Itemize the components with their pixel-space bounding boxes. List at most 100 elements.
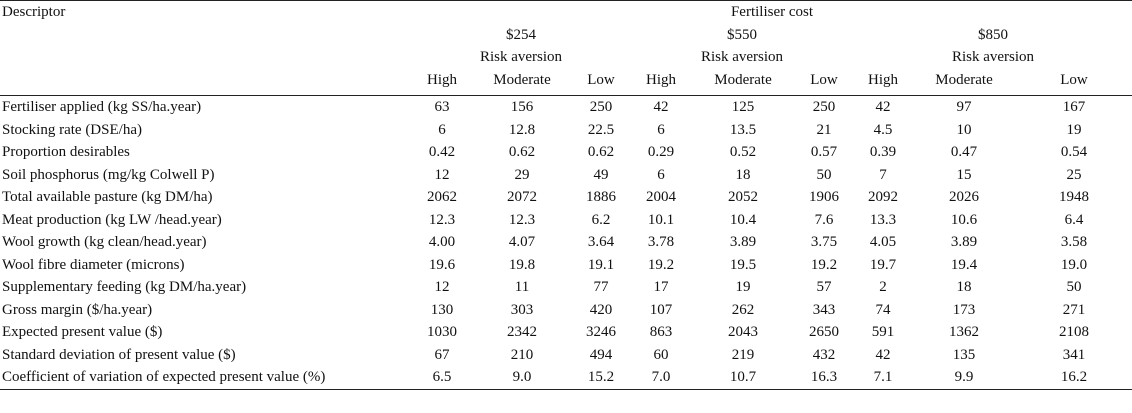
risk-aversion-3: Risk aversion <box>951 49 1035 65</box>
cell-value: 2092 <box>868 189 898 205</box>
cell-value: 2052 <box>728 189 758 205</box>
cell-value: 303 <box>510 301 534 318</box>
table-row: Expected present value ($) 1030 2342 3246 86… <box>0 321 1132 344</box>
cell-value: 50 <box>1066 279 1082 295</box>
cost-group-2: $550 <box>727 26 757 43</box>
risk-aversion-2: Risk aversion <box>700 49 784 65</box>
cell-value: 12 <box>434 166 450 183</box>
cell-value: 7.6 <box>814 211 834 228</box>
cell-value: 12.8 <box>508 121 536 138</box>
cell-value: 18 <box>956 279 972 295</box>
cell-value: 3.89 <box>950 234 978 250</box>
cell-value: 130 <box>430 301 454 318</box>
cell-value: 16.3 <box>810 369 838 385</box>
row-label: Coefficient of variation of expected pre… <box>2 369 326 385</box>
cell-value: 262 <box>731 301 755 318</box>
cell-value: 9.9 <box>954 369 974 385</box>
cell-value: 494 <box>589 346 613 363</box>
cell-value: 19.2 <box>810 256 838 273</box>
table-row: Meat production (kg LW /head.year) 12.3 12… <box>0 209 1132 232</box>
cell-value: 19.8 <box>508 256 536 273</box>
cell-value: 1030 <box>427 324 457 340</box>
cost-group-1: $254 <box>506 26 536 43</box>
cell-value: 4.07 <box>508 234 536 250</box>
header-row-2: $254 $550 $850 <box>0 24 1132 47</box>
cell-value: 2062 <box>427 189 457 205</box>
cell-value: 18 <box>735 166 751 183</box>
cell-value: 125 <box>731 99 755 115</box>
cell-value: 4.5 <box>873 121 893 138</box>
cell-value: 19.2 <box>647 256 675 273</box>
cell-value: 863 <box>649 324 673 340</box>
risk-level-header: Moderate <box>493 71 551 88</box>
cell-value: 7 <box>879 166 887 183</box>
risk-level-header: Low <box>587 71 615 88</box>
cell-value: 3.78 <box>647 234 675 250</box>
cost-group-3: $850 <box>978 26 1008 43</box>
cell-value: 219 <box>731 346 755 363</box>
cell-value: 2342 <box>507 324 537 340</box>
table-row: Wool fibre diameter (microns) 19.6 19.8 19.… <box>0 254 1132 277</box>
cell-value: 9.0 <box>512 369 532 385</box>
cell-value: 19.4 <box>950 256 978 273</box>
fertiliser-cost-table: Descriptor Fertiliser cost $254 $550 $85… <box>0 0 1132 390</box>
cell-value: 6.5 <box>432 369 452 385</box>
bottom-rule <box>0 388 1132 390</box>
cell-value: 17 <box>653 279 669 295</box>
cell-value: 29 <box>514 166 530 183</box>
cell-value: 2650 <box>809 324 839 340</box>
header-rule <box>0 95 1132 96</box>
cell-value: 6.2 <box>591 211 611 228</box>
row-label: Proportion desirables <box>2 144 130 160</box>
cell-value: 250 <box>812 99 836 115</box>
risk-level-header: Low <box>810 71 838 88</box>
cell-value: 10.6 <box>950 211 978 228</box>
cell-value: 6 <box>657 166 665 183</box>
cell-value: 250 <box>589 99 613 115</box>
cell-value: 3.64 <box>587 234 615 250</box>
cell-value: 2043 <box>728 324 758 340</box>
cell-value: 15.2 <box>587 369 615 385</box>
cell-value: 7.0 <box>651 369 671 385</box>
cell-value: 21 <box>816 121 832 138</box>
cell-value: 15 <box>956 166 972 183</box>
cell-value: 12.3 <box>508 211 536 228</box>
cell-value: 3.75 <box>810 234 838 250</box>
cell-value: 1906 <box>809 189 839 205</box>
cell-value: 74 <box>875 301 891 318</box>
cell-value: 0.42 <box>428 144 456 160</box>
row-label: Stocking rate (DSE/ha) <box>2 121 142 138</box>
cell-value: 1886 <box>586 189 616 205</box>
risk-aversion-1: Risk aversion <box>479 49 563 65</box>
row-label: Standard deviation of present value ($) <box>2 346 236 363</box>
cell-value: 2 <box>879 279 887 295</box>
cell-value: 173 <box>952 301 976 318</box>
cell-value: 0.39 <box>869 144 897 160</box>
row-label: Meat production (kg LW /head.year) <box>2 211 222 228</box>
cell-value: 12.3 <box>428 211 456 228</box>
cell-value: 3.58 <box>1060 234 1088 250</box>
cell-value: 10.4 <box>729 211 757 228</box>
table-row: Coefficient of variation of expected pre… <box>0 366 1132 389</box>
cell-value: 1948 <box>1059 189 1089 205</box>
cell-value: 57 <box>816 279 832 295</box>
table-row: Wool growth (kg clean/head.year) 4.00 4.07… <box>0 231 1132 254</box>
cell-value: 6 <box>657 121 665 138</box>
row-label: Fertiliser applied (kg SS/ha.year) <box>2 99 202 115</box>
descriptor-header: Descriptor <box>2 4 66 20</box>
table-row: Supplementary feeding (kg DM/ha.year) 12 1… <box>0 276 1132 299</box>
table-row: Gross margin ($/ha.year) 130 303 420 107 262 3… <box>0 299 1132 322</box>
table-row: Proportion desirables 0.42 0.62 0.62 0.29 0.5… <box>0 141 1132 164</box>
cell-value: 0.62 <box>587 144 615 160</box>
cell-value: 6 <box>438 121 446 138</box>
cell-value: 0.62 <box>508 144 536 160</box>
header-row-3: Risk aversion Risk aversion Risk aversio… <box>0 46 1132 69</box>
row-label: Wool growth (kg clean/head.year) <box>2 234 207 250</box>
cell-value: 0.57 <box>810 144 838 160</box>
cell-value: 13.5 <box>729 121 757 138</box>
row-label: Gross margin ($/ha.year) <box>2 301 153 318</box>
row-label: Supplementary feeding (kg DM/ha.year) <box>2 279 247 295</box>
cell-value: 420 <box>589 301 613 318</box>
risk-level-header: Low <box>1060 71 1088 88</box>
